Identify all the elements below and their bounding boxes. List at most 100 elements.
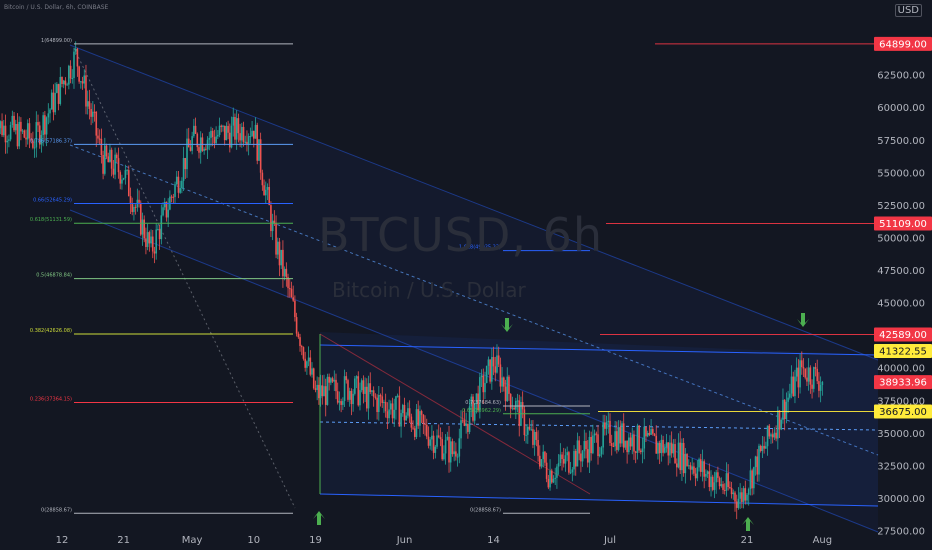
candle-body-464 <box>787 397 789 402</box>
candle-body-247 <box>415 409 418 437</box>
candle-body-190 <box>318 384 320 399</box>
candle-body-126 <box>208 137 211 140</box>
candle-body-346 <box>585 440 587 450</box>
candle-body-424 <box>718 477 721 487</box>
candle-body-52 <box>81 81 84 84</box>
price-label-0: 64899.00 <box>879 39 927 50</box>
candle-body-91 <box>148 232 151 244</box>
candle-body-428 <box>725 473 728 491</box>
candle-body-224 <box>376 397 378 412</box>
range-top-line <box>319 344 879 356</box>
candle-body-114 <box>187 138 190 148</box>
candle-body-281 <box>473 403 476 421</box>
candle-body-101 <box>165 201 168 218</box>
candle-body-139 <box>230 125 233 148</box>
price-label-1: 51109.00 <box>879 219 927 230</box>
candle-body-153 <box>254 124 257 139</box>
candle-body-270 <box>455 451 457 457</box>
candle-body-181 <box>302 347 305 359</box>
candle-body-22 <box>30 138 32 141</box>
candle-body-451 <box>765 446 767 449</box>
candle-body-384 <box>650 429 652 435</box>
candle-body-18 <box>23 130 26 138</box>
candle-body-352 <box>595 433 598 435</box>
candle-body-326 <box>550 470 553 483</box>
candle-body-465 <box>789 393 791 398</box>
candle-body-132 <box>218 125 221 135</box>
candle-body-376 <box>636 425 639 453</box>
candle-body-196 <box>328 376 330 383</box>
candle-body-35 <box>52 92 55 113</box>
candle-body-445 <box>754 456 757 468</box>
candle-body-200 <box>335 379 337 392</box>
candle-body-337 <box>569 472 572 474</box>
candle-body-244 <box>410 416 413 428</box>
price-label-bg-2 <box>874 327 932 342</box>
candle-body-427 <box>723 489 726 491</box>
candle-body-419 <box>710 476 712 488</box>
candle-body-46 <box>71 78 74 80</box>
candle-body-134 <box>222 125 224 127</box>
fib1-level-label-7: 0(28858.67) <box>41 507 72 513</box>
candle-body-266 <box>448 436 450 463</box>
candle-body-197 <box>330 378 332 383</box>
candle-body-87 <box>141 219 144 235</box>
candle-body-409 <box>693 466 695 474</box>
fib-levels-layer: 1(64899.00) 0.786(57186.37) 0.66(52645.29)… <box>30 38 878 514</box>
ytick-label-2: 32500.00 <box>877 461 925 472</box>
candle-body-282 <box>475 393 478 404</box>
candle-body-234 <box>393 409 396 419</box>
candle-body-198 <box>331 378 334 382</box>
watermark-name: Bitcoin / U.S. Dollar <box>332 278 526 302</box>
candle-body-93 <box>151 236 154 252</box>
candle-body-36 <box>54 92 56 113</box>
candle-body-133 <box>220 125 223 127</box>
candle-body-388 <box>657 442 659 454</box>
ytick-label-7: 45000.00 <box>877 299 925 310</box>
candle-body-240 <box>403 404 406 421</box>
candle-body-398 <box>674 444 676 464</box>
candle-body-118 <box>194 125 197 134</box>
candle-body-8 <box>6 140 8 143</box>
candle-body-481 <box>816 368 819 382</box>
price-label-bg-1 <box>874 216 932 231</box>
xtick-label-1: 21 <box>117 535 130 546</box>
time-axis[interactable]: 12 21 May 10 19 Jun 14 Jul 21 Aug <box>56 535 832 546</box>
candle-body-364 <box>616 431 618 450</box>
candle-body-40 <box>61 76 63 84</box>
candle-body-457 <box>775 432 777 439</box>
candle-body-188 <box>314 388 317 390</box>
candle-body-69 <box>110 149 113 169</box>
candle-body-291 <box>491 357 493 382</box>
candle-body-108 <box>177 176 180 193</box>
candle-body-57 <box>90 108 92 117</box>
candle-body-448 <box>759 445 762 452</box>
price-label-3: 41322.55 <box>879 346 927 357</box>
candle-body-279 <box>470 396 473 407</box>
candle-body-483 <box>819 385 822 391</box>
candle-body-303 <box>511 407 514 409</box>
candle-body-294 <box>496 355 498 373</box>
candle-body-220 <box>369 383 372 392</box>
candle-body-178 <box>297 333 300 338</box>
channel-lower-line <box>69 209 879 533</box>
candle-body-191 <box>319 385 322 399</box>
candle-body-372 <box>629 437 632 447</box>
candle-body-402 <box>681 442 683 471</box>
candle-body-471 <box>799 360 801 388</box>
currency-badge[interactable]: USD <box>894 4 922 17</box>
candle-body-67 <box>107 156 110 163</box>
candle-body-157 <box>261 172 264 186</box>
candle-body-267 <box>449 441 452 463</box>
candle-body-383 <box>648 432 651 435</box>
candle-body-225 <box>378 395 380 412</box>
candle-body-386 <box>653 433 656 436</box>
candle-body-23 <box>32 140 34 148</box>
candle-body-454 <box>770 434 772 437</box>
candle-body-459 <box>778 410 781 430</box>
candle-body-68 <box>109 149 111 163</box>
candle-body-124 <box>205 148 207 150</box>
fib1-level-label-3: 0.618(51131.59) <box>30 217 72 223</box>
candle-body-400 <box>677 442 680 468</box>
